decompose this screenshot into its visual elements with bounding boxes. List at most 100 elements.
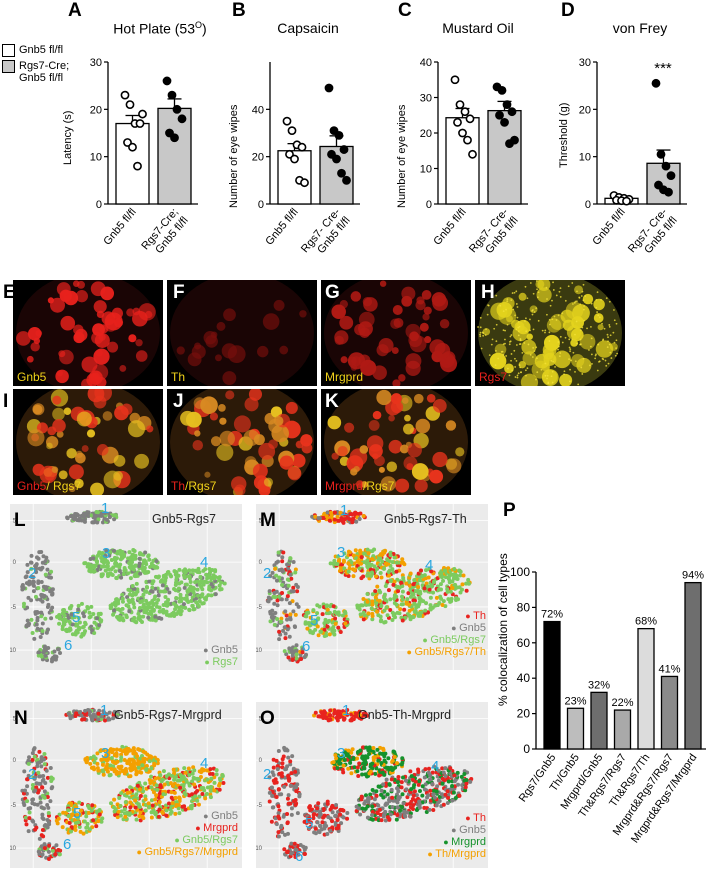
cell-point [448,766,453,771]
umap-legend: ● Gnb5 ● Mrgprd ● Gnb5/Rgs7 ● Gnb5/Rgs7/Mrg… [137,810,238,858]
cell-point [431,792,436,797]
cell-point [427,807,432,812]
cell-point [30,631,35,636]
speck [526,367,529,370]
cell-point [337,715,342,720]
cell-point [70,622,75,627]
cell-point [336,823,341,828]
data-point [170,133,179,143]
cell-point [199,594,204,599]
cell-point [78,829,83,834]
cell-point [96,717,101,722]
cell-point [125,571,130,576]
cell-point [328,708,333,713]
cell-point [286,583,291,588]
speck [552,281,554,284]
category-line: Gnb5 fl/fl [101,206,138,247]
cell-point [267,775,272,780]
cell-point [140,599,145,604]
cell-point [25,562,30,567]
cell-point [41,834,46,839]
cell-point [333,562,338,567]
cell-point [377,807,382,812]
speck [589,364,591,367]
cell-point [414,605,419,610]
cell-point [49,616,54,621]
speck [481,331,484,334]
cell-point [358,812,363,817]
cell [432,399,447,413]
cell-point [308,820,313,825]
cell-point [84,814,89,819]
category-label: Gnb5 fl/fl [590,206,627,247]
cell-point [88,756,93,761]
cell-point [147,579,152,584]
cell [56,282,71,297]
cell [582,293,594,305]
cell-point [107,553,112,558]
cell [489,352,507,370]
cell-point [127,811,132,816]
bar [684,581,702,750]
cell [98,333,106,341]
cell-point [451,790,456,795]
legend-label: Gnb5 [211,810,238,822]
cell [368,444,383,459]
cell-point [184,779,189,784]
speck [519,343,522,345]
cell-point [370,614,375,619]
cell-point [77,625,82,630]
speck [595,306,598,309]
cell-point [50,848,55,853]
data-point [339,145,349,154]
speck [479,316,482,319]
speck [557,341,560,343]
cell [248,389,263,401]
data-point [465,114,475,124]
cell-point [436,768,441,773]
data-point [120,90,130,100]
category-line: Gnb5 fl/fl [590,206,627,247]
cell-point [39,764,44,769]
cell-point [109,755,114,760]
cell-point [291,609,296,614]
cell-point [208,767,213,772]
cell-point [370,571,375,576]
speck [488,354,491,357]
cell-point [187,783,192,788]
cell-point [333,753,338,758]
cell-point [112,809,117,814]
cell-point [23,788,28,793]
cell-point [345,707,350,712]
speck [570,359,573,362]
cell [126,308,135,317]
cell-point [35,626,40,631]
data-label: 68% [635,616,657,628]
cell [204,471,211,478]
data-point [497,86,507,95]
cell-point [182,804,187,809]
cell-point [131,557,136,562]
cell-point [25,784,30,789]
speck [551,318,554,321]
cell-point [95,761,100,766]
cell-point [449,596,454,601]
cell-point [384,605,389,610]
cell-point [316,633,321,638]
cell-point [333,820,338,825]
cell-point [177,811,182,816]
cell-point [195,798,200,803]
cell-point [29,617,34,622]
cell-point [169,790,174,795]
cell-point [130,757,135,762]
cell-point [426,793,431,798]
cell-point [31,797,36,802]
cell-point [396,789,401,794]
cell-point [344,752,349,757]
category-line: Gnb5 fl/fl [263,206,300,247]
cell-point [289,812,294,817]
cell-point [118,813,123,818]
cell-point [368,762,373,767]
data-point [287,126,297,136]
